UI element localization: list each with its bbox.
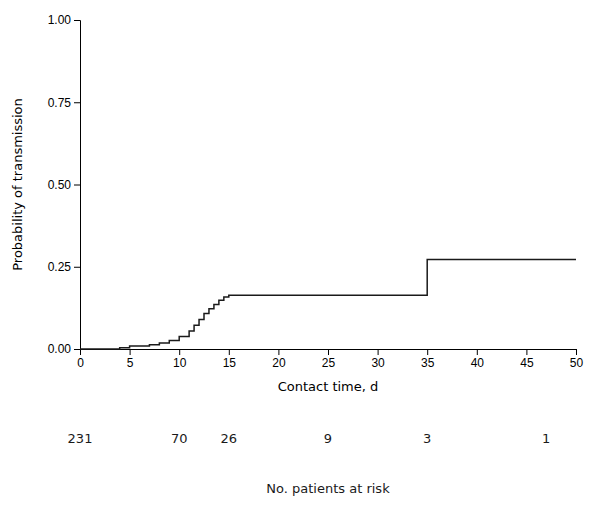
- y-tick-label: 0.50: [48, 178, 72, 192]
- x-tick-mark: [576, 349, 577, 355]
- x-tick-mark: [477, 349, 478, 355]
- y-tick: 0.00: [48, 342, 80, 356]
- plot: 0 5 10 15 20 25 30 35 40 45 50 0.00 0.25 0.50 0.75 1.00: [48, 13, 584, 369]
- y-axis-title: Probability of transmission: [10, 98, 25, 271]
- x-tick: 15: [223, 349, 237, 370]
- x-tick: 10: [173, 349, 187, 370]
- x-tick: 50: [570, 349, 584, 370]
- risk-number: 26: [221, 431, 238, 446]
- x-tick-label: 40: [471, 356, 485, 370]
- y-tick-mark: [74, 102, 80, 103]
- x-tick-label: 15: [223, 356, 237, 370]
- y-tick-label: 0.25: [48, 260, 72, 274]
- x-tick: 5: [127, 349, 134, 370]
- y-tick-mark: [74, 185, 80, 186]
- x-tick-mark: [328, 349, 329, 355]
- risk-number: 231: [68, 431, 93, 446]
- risk-table: 231 70 26 9 3 1: [68, 431, 551, 446]
- x-tick-mark: [378, 349, 379, 355]
- x-tick-label: 45: [520, 356, 534, 370]
- x-tick: 30: [371, 349, 385, 370]
- x-tick-label: 50: [570, 356, 584, 370]
- chart: 0 5 10 15 20 25 30 35 40 45 50 0.00 0.25 0.50 0.75 1.00…: [0, 0, 600, 519]
- x-tick: 40: [471, 349, 485, 370]
- marks: [80, 260, 576, 349]
- x-tick-label: 30: [371, 356, 385, 370]
- x-tick-mark: [130, 349, 131, 355]
- x-tick-mark: [179, 349, 180, 355]
- x-tick-label: 0: [77, 356, 84, 370]
- y-axis: 0.00 0.25 0.50 0.75 1.00: [48, 13, 81, 356]
- risk-number: 70: [171, 431, 188, 446]
- risk-number: 9: [324, 431, 332, 446]
- x-tick: 45: [520, 349, 534, 370]
- x-tick-label: 10: [173, 356, 187, 370]
- risk-number: 3: [423, 431, 431, 446]
- y-tick-label: 0.00: [48, 342, 72, 356]
- y-tick: 0.25: [48, 260, 80, 274]
- y-tick-mark: [74, 349, 80, 350]
- y-tick: 0.50: [48, 178, 80, 192]
- y-tick-label: 1.00: [48, 13, 72, 27]
- x-tick-label: 35: [421, 356, 435, 370]
- x-tick-mark: [526, 349, 527, 355]
- risk-table-title: No. patients at risk: [266, 481, 390, 496]
- km-curve: [80, 260, 576, 349]
- x-axis-line: [81, 350, 577, 356]
- y-axis-line: [74, 21, 81, 350]
- x-tick: 0: [77, 349, 84, 370]
- x-tick-label: 5: [127, 356, 134, 370]
- y-tick: 0.75: [48, 96, 80, 110]
- risk-number: 1: [542, 431, 550, 446]
- x-tick-label: 25: [322, 356, 336, 370]
- x-tick-mark: [229, 349, 230, 355]
- y-tick-label: 0.75: [48, 96, 72, 110]
- x-axis-title: Contact time, d: [278, 379, 379, 394]
- x-tick-label: 20: [272, 356, 286, 370]
- y-tick-mark: [74, 267, 80, 268]
- x-tick-mark: [278, 349, 279, 355]
- y-tick-mark: [74, 20, 80, 21]
- x-axis: 0 5 10 15 20 25 30 35 40 45 50: [77, 349, 583, 370]
- x-tick: 25: [322, 349, 336, 370]
- y-tick: 1.00: [48, 13, 80, 27]
- x-tick: 35: [421, 349, 435, 370]
- x-tick-mark: [427, 349, 428, 355]
- x-tick: 20: [272, 349, 286, 370]
